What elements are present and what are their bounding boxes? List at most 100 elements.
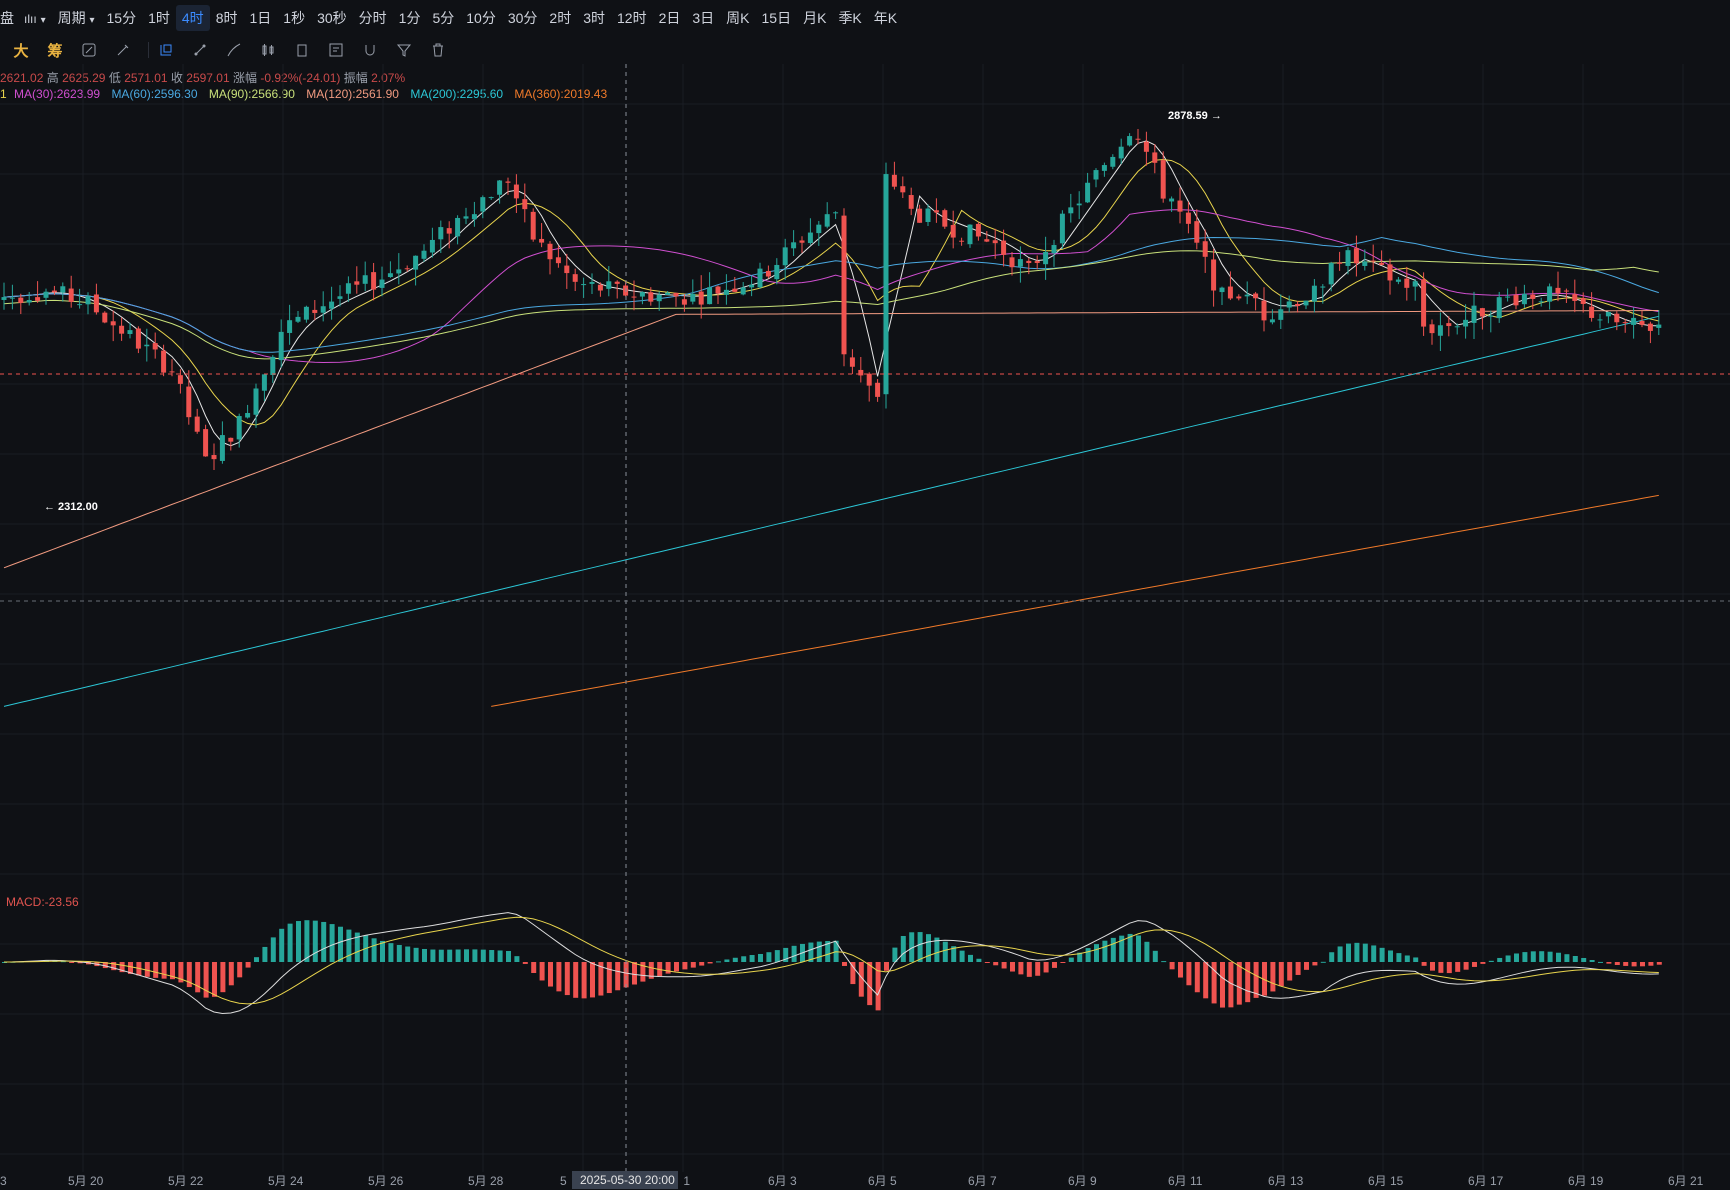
interval-5[interactable]: 1秒 bbox=[283, 10, 306, 26]
candle-body bbox=[471, 214, 477, 220]
chevron-down-icon: ▾ bbox=[89, 15, 95, 26]
candle-body bbox=[110, 321, 116, 326]
interval-3[interactable]: 8时 bbox=[215, 10, 238, 26]
interval-15[interactable]: 2日 bbox=[658, 10, 681, 26]
candle-body bbox=[211, 455, 217, 460]
macd-bar bbox=[1656, 962, 1662, 965]
trash-icon[interactable] bbox=[425, 38, 451, 62]
macd-bar bbox=[1421, 962, 1427, 966]
ma90-legend: MA(90):2566.90 bbox=[208, 87, 295, 101]
candle-body bbox=[1362, 261, 1368, 266]
macd-bar bbox=[1236, 962, 1242, 1005]
x-axis-label: 5月 24 bbox=[268, 1174, 304, 1188]
price-chart[interactable]: 2878.59 → ← 2312.00 3 5月 20 5月 22 5月 24 5月 2… bbox=[0, 64, 1730, 1190]
interval-14[interactable]: 12时 bbox=[617, 10, 647, 26]
candle-body bbox=[1437, 325, 1443, 336]
macd-bar bbox=[195, 962, 201, 993]
line-icon[interactable] bbox=[187, 38, 213, 62]
macd-bar bbox=[741, 956, 747, 962]
macd-bar bbox=[287, 923, 293, 962]
candle-body bbox=[60, 286, 66, 293]
candle-body bbox=[1076, 203, 1082, 206]
candle-body bbox=[26, 300, 32, 303]
calc-icon[interactable] bbox=[76, 38, 102, 62]
crosshair-icon[interactable] bbox=[153, 38, 179, 62]
macd-bar bbox=[186, 962, 192, 988]
interval-20[interactable]: 季K bbox=[838, 10, 862, 26]
candle-body bbox=[555, 257, 561, 264]
macd-bar bbox=[623, 962, 629, 988]
note-icon[interactable] bbox=[323, 38, 349, 62]
interval-2[interactable]: 4时 bbox=[175, 5, 210, 31]
candle-body bbox=[807, 232, 813, 243]
ma30-line bbox=[3, 209, 1659, 364]
x-axis-label: 6月 3 bbox=[768, 1174, 797, 1188]
chart-type-icon: ılıı bbox=[24, 12, 37, 26]
macd-bar bbox=[968, 954, 973, 962]
candle-body bbox=[656, 294, 662, 302]
candle-body bbox=[1227, 286, 1233, 299]
interval-17[interactable]: 周K bbox=[726, 10, 750, 26]
filter-icon[interactable] bbox=[391, 38, 417, 62]
candle-body bbox=[102, 312, 108, 323]
market-glyph[interactable]: 盘 bbox=[0, 10, 14, 26]
candle-body bbox=[421, 250, 427, 259]
candle-body bbox=[539, 238, 545, 243]
interval-1[interactable]: 1时 bbox=[148, 10, 170, 26]
amplitude-label: 振幅 bbox=[343, 71, 368, 85]
macd-bar bbox=[716, 961, 721, 963]
macd-bar bbox=[1178, 962, 1183, 978]
candle-body bbox=[320, 306, 326, 313]
candle-body bbox=[1261, 300, 1267, 321]
chip-distribution-button[interactable]: 筹 bbox=[47, 42, 63, 60]
candle-body bbox=[1597, 319, 1603, 321]
candle-body bbox=[18, 297, 24, 303]
macd-bar bbox=[119, 962, 125, 973]
macd-bar bbox=[1379, 947, 1385, 962]
ma10-line bbox=[3, 158, 1659, 426]
interval-0[interactable]: 15分 bbox=[106, 10, 137, 26]
interval-7[interactable]: 分时 bbox=[358, 10, 387, 26]
macd-bar bbox=[422, 948, 427, 962]
macd-bar bbox=[573, 962, 579, 998]
macd-bar bbox=[430, 949, 436, 962]
interval-16[interactable]: 3日 bbox=[692, 10, 715, 26]
brush-icon[interactable] bbox=[221, 38, 247, 62]
big-order-button[interactable]: 大 bbox=[13, 42, 29, 60]
macd-bar bbox=[884, 962, 889, 971]
macd-bar bbox=[598, 962, 604, 996]
interval-8[interactable]: 1分 bbox=[398, 10, 421, 26]
interval-13[interactable]: 3时 bbox=[583, 10, 605, 26]
candle-body bbox=[673, 292, 679, 297]
interval-4[interactable]: 1日 bbox=[249, 10, 272, 26]
chart-type-dropdown[interactable]: ılıı ▾ bbox=[18, 5, 52, 31]
macd-bar bbox=[1010, 962, 1015, 972]
macd-bar bbox=[329, 924, 335, 962]
interval-19[interactable]: 月K bbox=[803, 10, 827, 26]
macd-dea-line bbox=[4, 916, 1659, 1005]
interval-21[interactable]: 年K bbox=[873, 10, 898, 26]
macd-bar bbox=[279, 928, 285, 962]
macd-bar bbox=[270, 937, 276, 962]
interval-6[interactable]: 30秒 bbox=[317, 10, 347, 26]
candle-body bbox=[984, 239, 990, 242]
interval-10[interactable]: 10分 bbox=[466, 10, 496, 26]
macd-bar bbox=[60, 961, 66, 963]
interval-18[interactable]: 15日 bbox=[761, 10, 792, 26]
interval-9[interactable]: 5分 bbox=[432, 10, 455, 26]
candle-type-icon[interactable] bbox=[255, 38, 281, 62]
macd-bar bbox=[170, 962, 175, 980]
interval-11[interactable]: 30分 bbox=[507, 10, 538, 26]
clipboard-icon[interactable] bbox=[289, 38, 315, 62]
candle-body bbox=[1353, 248, 1359, 264]
magnet-icon[interactable] bbox=[357, 38, 383, 62]
candle-body bbox=[875, 382, 881, 397]
candle-body bbox=[236, 416, 242, 440]
period-label: 周期 bbox=[57, 10, 86, 26]
candle-body bbox=[203, 429, 209, 457]
interval-12[interactable]: 2时 bbox=[549, 10, 572, 26]
pen-icon[interactable] bbox=[110, 38, 136, 62]
macd-bar bbox=[1203, 962, 1209, 999]
macd-bar bbox=[388, 943, 394, 962]
period-dropdown[interactable]: 周期 ▾ bbox=[52, 5, 101, 31]
